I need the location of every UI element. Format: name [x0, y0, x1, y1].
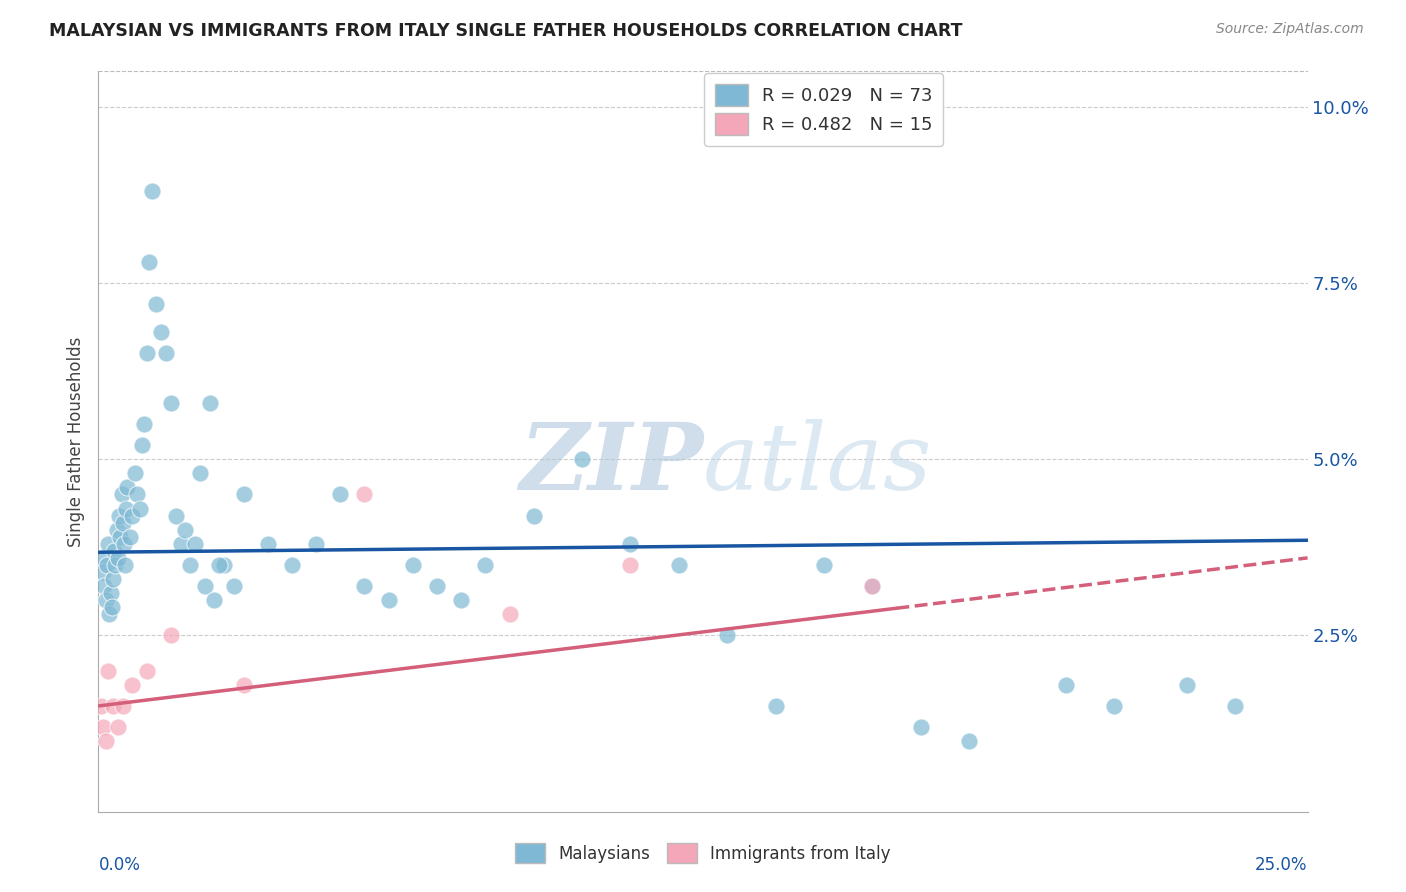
Point — [571, 452, 593, 467]
Point — [450, 593, 472, 607]
Point — [134, 417, 156, 431]
Point — [208, 558, 231, 572]
Point — [127, 487, 149, 501]
Text: MALAYSIAN VS IMMIGRANTS FROM ITALY SINGLE FATHER HOUSEHOLDS CORRELATION CHART: MALAYSIAN VS IMMIGRANTS FROM ITALY SINGL… — [49, 22, 963, 40]
Point — [184, 537, 207, 551]
Point — [121, 678, 143, 692]
Point — [117, 480, 139, 494]
Point — [94, 734, 117, 748]
Point — [91, 720, 114, 734]
Point — [305, 537, 328, 551]
Point — [222, 579, 245, 593]
Point — [860, 579, 883, 593]
Text: ZIP: ZIP — [519, 418, 703, 508]
Point — [402, 558, 425, 572]
Point — [121, 508, 143, 523]
Point — [96, 558, 118, 572]
Point — [97, 664, 120, 678]
Point — [107, 550, 129, 565]
Point — [377, 593, 399, 607]
Point — [910, 720, 932, 734]
Point — [111, 487, 134, 501]
Point — [98, 607, 121, 622]
Point — [179, 558, 201, 572]
Point — [145, 297, 167, 311]
Point — [668, 558, 690, 572]
Point — [165, 508, 187, 523]
Point — [353, 487, 375, 501]
Point — [131, 438, 153, 452]
Text: atlas: atlas — [703, 418, 932, 508]
Point — [97, 537, 120, 551]
Point — [112, 537, 135, 551]
Point — [103, 544, 125, 558]
Point — [135, 346, 157, 360]
Point — [155, 346, 177, 360]
Point — [174, 523, 197, 537]
Point — [150, 325, 173, 339]
Point — [212, 558, 235, 572]
Point — [160, 396, 183, 410]
Point — [160, 628, 183, 642]
Point — [94, 593, 117, 607]
Text: 25.0%: 25.0% — [1256, 856, 1308, 874]
Point — [124, 467, 146, 481]
Point — [101, 600, 124, 615]
Point — [619, 537, 641, 551]
Point — [1054, 678, 1077, 692]
Point — [813, 558, 835, 572]
Point — [118, 530, 141, 544]
Point — [426, 579, 449, 593]
Point — [957, 734, 980, 748]
Point — [107, 720, 129, 734]
Point — [104, 558, 127, 572]
Point — [111, 698, 134, 713]
Point — [256, 537, 278, 551]
Point — [111, 516, 134, 530]
Point — [101, 572, 124, 586]
Point — [115, 501, 138, 516]
Point — [716, 628, 738, 642]
Point — [91, 565, 114, 579]
Point — [138, 254, 160, 268]
Point — [100, 586, 122, 600]
Point — [101, 698, 124, 713]
Point — [141, 184, 163, 198]
Point — [107, 508, 129, 523]
Point — [1223, 698, 1246, 713]
Point — [232, 487, 254, 501]
Point — [498, 607, 520, 622]
Point — [188, 467, 211, 481]
Legend: Malaysians, Immigrants from Italy: Malaysians, Immigrants from Italy — [509, 837, 897, 870]
Point — [353, 579, 375, 593]
Point — [523, 508, 546, 523]
Point — [93, 579, 115, 593]
Point — [1175, 678, 1198, 692]
Point — [90, 550, 112, 565]
Y-axis label: Single Father Households: Single Father Households — [66, 336, 84, 547]
Text: 0.0%: 0.0% — [98, 856, 141, 874]
Point — [105, 523, 128, 537]
Point — [198, 396, 221, 410]
Point — [281, 558, 304, 572]
Point — [194, 579, 217, 593]
Point — [114, 558, 136, 572]
Point — [1102, 698, 1125, 713]
Point — [765, 698, 787, 713]
Point — [128, 501, 150, 516]
Point — [860, 579, 883, 593]
Point — [90, 698, 112, 713]
Point — [108, 530, 131, 544]
Point — [329, 487, 352, 501]
Point — [169, 537, 191, 551]
Point — [204, 593, 226, 607]
Point — [135, 664, 157, 678]
Point — [232, 678, 254, 692]
Point — [474, 558, 496, 572]
Point — [619, 558, 641, 572]
Text: Source: ZipAtlas.com: Source: ZipAtlas.com — [1216, 22, 1364, 37]
